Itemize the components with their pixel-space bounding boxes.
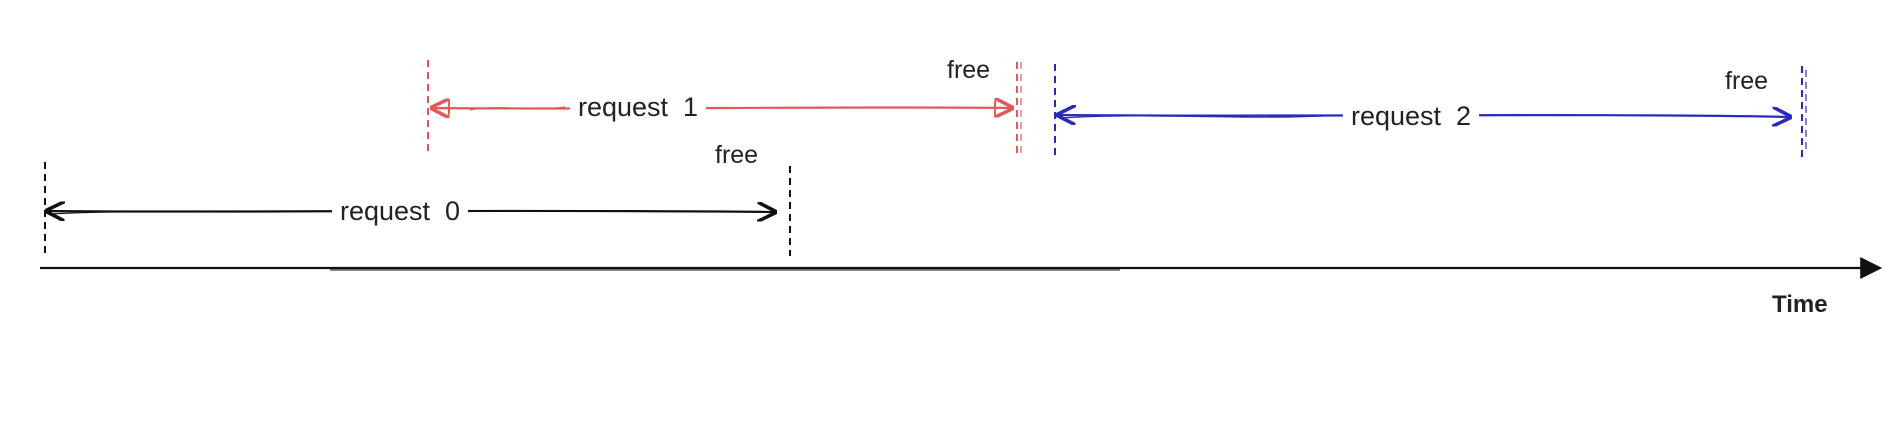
request-2-free-label: free xyxy=(1725,67,1769,95)
request-1-arrow xyxy=(432,107,1012,108)
request-0-arrow-sketch xyxy=(49,210,331,215)
request-0-free-label: free xyxy=(715,141,759,169)
request-1-arrow-sketch xyxy=(469,106,566,111)
request-0-label: request 0 xyxy=(332,198,469,225)
request-1-label: request 1 xyxy=(570,94,707,121)
request-2-arrow-sketch xyxy=(1061,114,1341,119)
request-2-label: request 2 xyxy=(1343,103,1480,130)
time-axis-label: Time xyxy=(1772,291,1828,318)
request-1-free-label: free xyxy=(947,56,991,84)
